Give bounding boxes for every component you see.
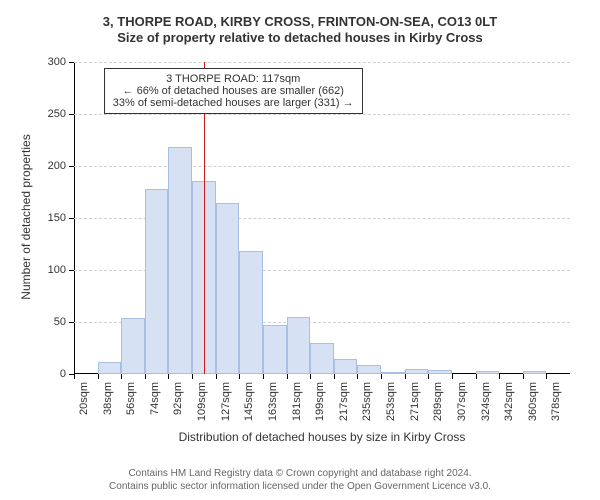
bar <box>523 371 547 374</box>
xtick-label: 163sqm <box>267 382 279 426</box>
xtick-label: 109sqm <box>196 382 208 426</box>
xtick-mark <box>405 374 406 379</box>
xtick-mark <box>499 374 500 379</box>
xtick-mark <box>145 374 146 379</box>
chart-subtitle: Size of property relative to detached ho… <box>0 30 600 45</box>
plot-area: 3 THORPE ROAD: 117sqm← 66% of detached h… <box>74 62 570 374</box>
xtick-label: 289sqm <box>432 382 444 426</box>
bar <box>263 325 287 374</box>
xtick-label: 127sqm <box>220 382 232 426</box>
chart-title: 3, THORPE ROAD, KIRBY CROSS, FRINTON-ON-… <box>0 14 600 29</box>
xtick-label: 235sqm <box>361 382 373 426</box>
footer-line: Contains HM Land Registry data © Crown c… <box>0 468 600 481</box>
footer-line: Contains public sector information licen… <box>0 481 600 494</box>
xtick-mark <box>357 374 358 379</box>
ytick-label: 100 <box>36 264 66 276</box>
ytick-mark <box>69 166 74 167</box>
xtick-mark <box>381 374 382 379</box>
xtick-mark <box>452 374 453 379</box>
xtick-label: 199sqm <box>314 382 326 426</box>
ytick-mark <box>69 322 74 323</box>
xtick-label: 181sqm <box>291 382 303 426</box>
xtick-mark <box>334 374 335 379</box>
ytick-mark <box>69 218 74 219</box>
xtick-mark <box>428 374 429 379</box>
xtick-mark <box>98 374 99 379</box>
xtick-mark <box>192 374 193 379</box>
annotation-line: 3 THORPE ROAD: 117sqm <box>113 73 354 85</box>
ytick-mark <box>69 114 74 115</box>
xtick-label: 271sqm <box>409 382 421 426</box>
xtick-label: 324sqm <box>480 382 492 426</box>
bar <box>357 365 381 374</box>
ytick-label: 300 <box>36 56 66 68</box>
xtick-label: 307sqm <box>456 382 468 426</box>
annotation-line: 33% of semi-detached houses are larger (… <box>113 97 354 109</box>
xtick-label: 92sqm <box>172 382 184 426</box>
xtick-label: 378sqm <box>550 382 562 426</box>
xtick-mark <box>216 374 217 379</box>
bar <box>287 317 311 374</box>
bar <box>168 147 192 374</box>
bar <box>405 369 429 374</box>
bar <box>121 318 145 374</box>
xtick-label: 342sqm <box>503 382 515 426</box>
xtick-mark <box>546 374 547 379</box>
ytick-mark <box>69 62 74 63</box>
ytick-label: 150 <box>36 212 66 224</box>
bar <box>98 362 122 374</box>
annotation-box: 3 THORPE ROAD: 117sqm← 66% of detached h… <box>104 68 363 114</box>
bar <box>216 203 240 374</box>
bar <box>381 372 405 374</box>
bar <box>310 343 334 374</box>
xtick-label: 253sqm <box>385 382 397 426</box>
page: { "layout": { "page_w": 600, "page_h": 5… <box>0 0 600 500</box>
ytick-label: 200 <box>36 160 66 172</box>
annotation-line: ← 66% of detached houses are smaller (66… <box>113 85 354 97</box>
xtick-mark <box>310 374 311 379</box>
ytick-label: 250 <box>36 108 66 120</box>
xtick-label: 145sqm <box>243 382 255 426</box>
bar <box>334 359 358 374</box>
ytick-label: 50 <box>36 316 66 328</box>
xtick-mark <box>476 374 477 379</box>
xtick-label: 360sqm <box>527 382 539 426</box>
xtick-label: 38sqm <box>102 382 114 426</box>
xtick-label: 20sqm <box>78 382 90 426</box>
ytick-mark <box>69 270 74 271</box>
xtick-mark <box>287 374 288 379</box>
y-axis-label: Number of detached properties <box>19 61 33 373</box>
xtick-label: 56sqm <box>125 382 137 426</box>
ytick-label: 0 <box>36 368 66 380</box>
xtick-mark <box>263 374 264 379</box>
bar <box>428 370 452 374</box>
xtick-mark <box>74 374 75 379</box>
xtick-mark <box>523 374 524 379</box>
bar <box>145 189 169 374</box>
xtick-mark <box>168 374 169 379</box>
x-axis-label: Distribution of detached houses by size … <box>74 430 570 444</box>
xtick-label: 74sqm <box>149 382 161 426</box>
xtick-mark <box>239 374 240 379</box>
xtick-mark <box>121 374 122 379</box>
bar <box>476 371 500 374</box>
bar <box>239 251 263 374</box>
xtick-label: 217sqm <box>338 382 350 426</box>
footer: Contains HM Land Registry data © Crown c… <box>0 468 600 493</box>
